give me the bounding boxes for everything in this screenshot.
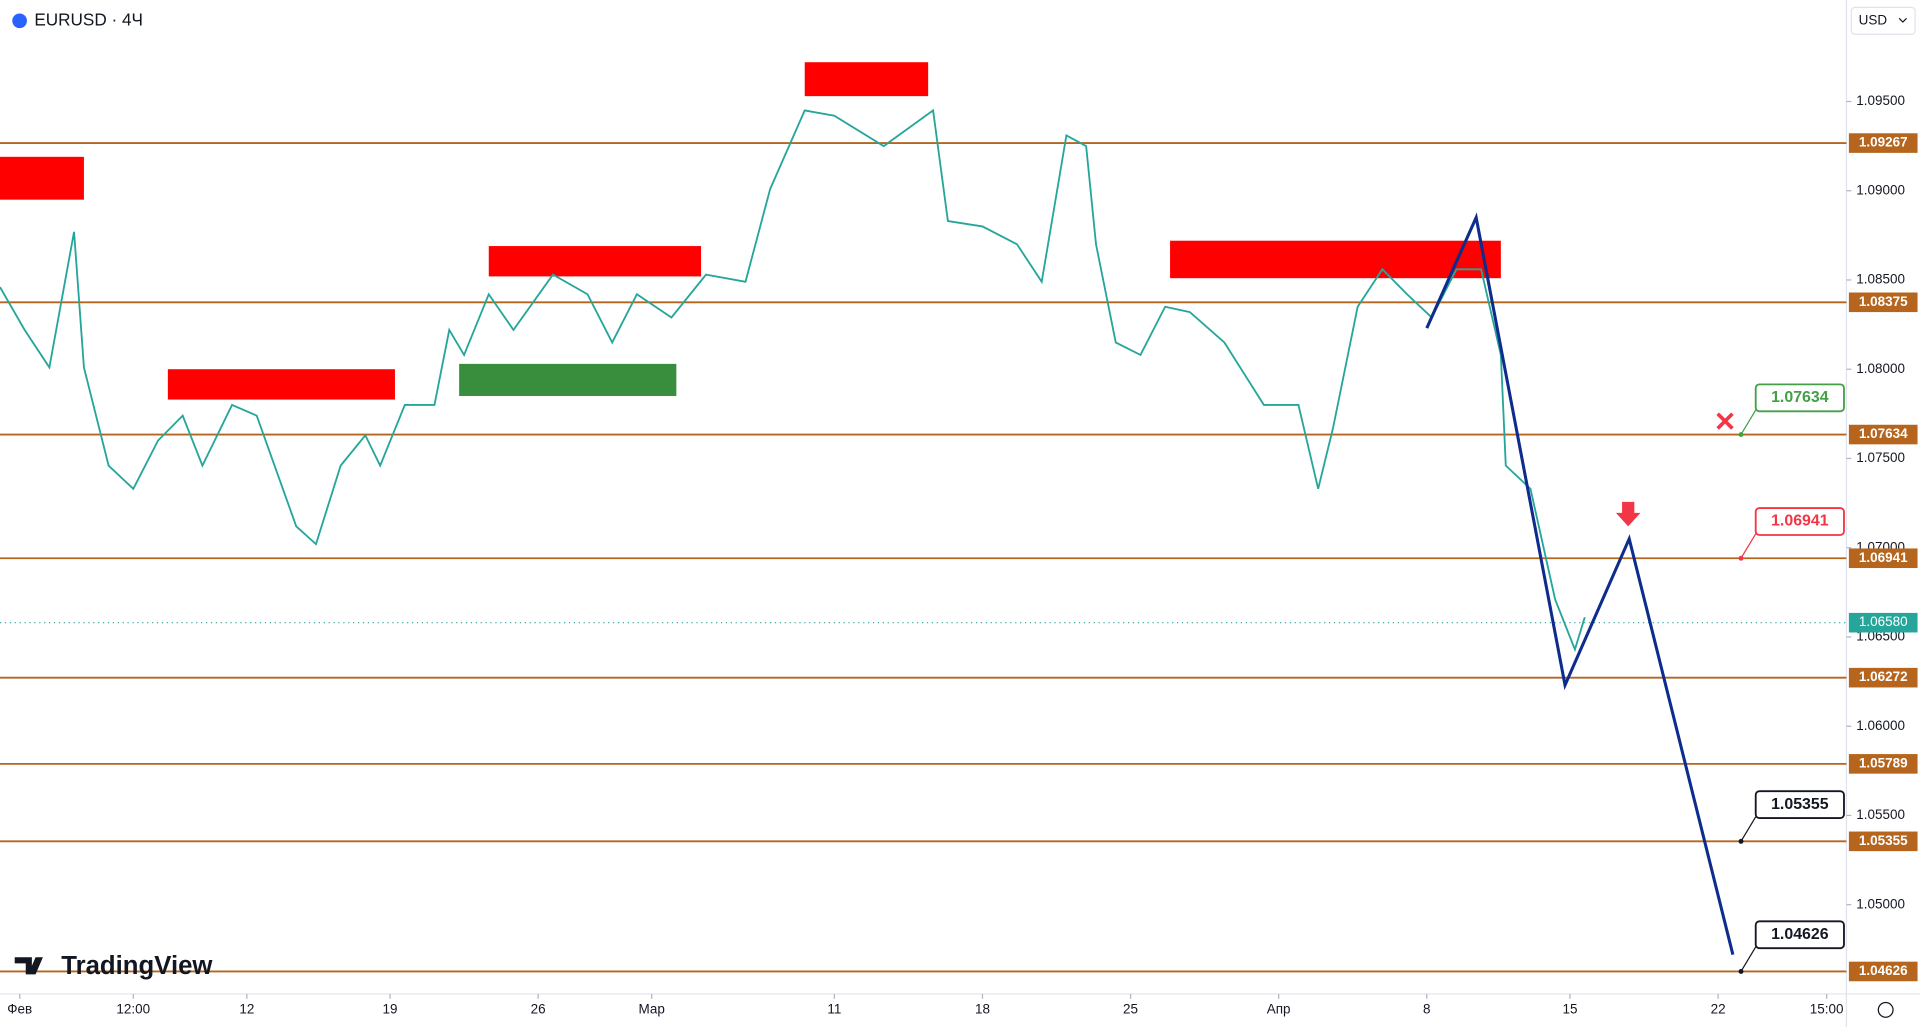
level-label: 1.05355 bbox=[1859, 833, 1908, 848]
zone bbox=[167, 369, 395, 400]
projection-path bbox=[1425, 212, 1735, 956]
zone bbox=[1170, 240, 1501, 279]
currency-dropdown[interactable] bbox=[1850, 6, 1916, 35]
x-tick-label: 15 bbox=[1562, 1001, 1577, 1016]
callout-box bbox=[1754, 507, 1845, 536]
y-tick-label: 1.08500 bbox=[1856, 272, 1905, 287]
callout-anchor bbox=[1738, 432, 1744, 438]
level-label-bg bbox=[1848, 548, 1918, 569]
x-tick-label: 18 bbox=[975, 1001, 990, 1016]
settings-button[interactable] bbox=[1877, 1001, 1894, 1018]
symbol-icon bbox=[12, 13, 27, 29]
callout-box bbox=[1754, 920, 1845, 950]
callout-pointer bbox=[1740, 816, 1757, 842]
x-tick-label: 22 bbox=[1711, 1001, 1726, 1016]
callout-anchor bbox=[1738, 555, 1744, 561]
x-tick-label: 25 bbox=[1123, 1001, 1138, 1016]
level-label-bg bbox=[1848, 292, 1918, 313]
level-label-bg bbox=[1848, 424, 1918, 445]
level-label-bg bbox=[1848, 831, 1918, 852]
y-tick-label: 1.09500 bbox=[1856, 93, 1905, 108]
brand-name: TradingView bbox=[61, 952, 213, 980]
y-tick-label: 1.05500 bbox=[1856, 807, 1905, 822]
x-tick-label: 19 bbox=[383, 1001, 398, 1016]
dropdown-arrow bbox=[1898, 17, 1907, 23]
callout-box bbox=[1754, 383, 1845, 413]
x-tick-label: 26 bbox=[531, 1001, 546, 1016]
callout-label: 1.05355 bbox=[1771, 796, 1829, 813]
level-label: 1.06941 bbox=[1859, 550, 1908, 565]
y-tick-label: 1.08000 bbox=[1856, 361, 1905, 376]
level-label-bg bbox=[1848, 667, 1918, 688]
price-line bbox=[0, 108, 1586, 653]
brand-logo bbox=[14, 957, 43, 975]
zone bbox=[459, 363, 677, 396]
callout-label: 1.06941 bbox=[1771, 513, 1829, 530]
callout-pointer bbox=[1740, 533, 1757, 559]
callout-pointer bbox=[1740, 409, 1757, 435]
y-tick-label: 1.09000 bbox=[1856, 182, 1905, 197]
level-label: 1.07634 bbox=[1859, 426, 1908, 441]
callout-label: 1.07634 bbox=[1771, 389, 1829, 406]
y-tick-label: 1.06000 bbox=[1856, 718, 1905, 733]
y-tick-label: 1.07500 bbox=[1856, 450, 1905, 465]
x-tick-label: 12:00 bbox=[116, 1001, 150, 1016]
level-label-bg bbox=[1848, 754, 1918, 774]
level-label: 1.06272 bbox=[1859, 669, 1908, 684]
level-label: 1.05789 bbox=[1859, 755, 1908, 770]
x-tick-label: Апр bbox=[1267, 1001, 1291, 1016]
callout-anchor bbox=[1738, 969, 1744, 974]
level-label-bg bbox=[1848, 133, 1918, 153]
last-price-label: 1.06580 bbox=[1859, 614, 1908, 629]
x-tick-label: Мар bbox=[638, 1001, 664, 1016]
sell-arrow bbox=[1615, 501, 1641, 527]
callout-anchor bbox=[1738, 838, 1744, 844]
callout-label: 1.04626 bbox=[1771, 926, 1829, 943]
x-tick-label: 11 bbox=[827, 1001, 841, 1016]
x-tick-label: 15:00 bbox=[1810, 1001, 1844, 1016]
invalid-marker bbox=[1716, 412, 1734, 430]
x-tick-label: Фев bbox=[7, 1001, 32, 1016]
zone bbox=[488, 246, 702, 277]
y-tick-label: 1.05000 bbox=[1856, 896, 1905, 911]
currency-label[interactable]: USD bbox=[1859, 12, 1888, 27]
zone bbox=[0, 156, 84, 200]
last-price-bg bbox=[1848, 612, 1918, 633]
symbol-title[interactable]: EURUSD · 4Ч bbox=[34, 9, 143, 29]
callout-pointer bbox=[1740, 946, 1757, 972]
callout-box bbox=[1754, 790, 1845, 819]
level-label: 1.04626 bbox=[1859, 963, 1908, 978]
level-label: 1.09267 bbox=[1859, 135, 1908, 150]
level-label-bg bbox=[1848, 961, 1918, 982]
level-label: 1.08375 bbox=[1859, 294, 1908, 309]
x-tick-label: 12 bbox=[239, 1001, 254, 1016]
zone bbox=[804, 62, 929, 97]
x-tick-label: 8 bbox=[1423, 1001, 1431, 1016]
